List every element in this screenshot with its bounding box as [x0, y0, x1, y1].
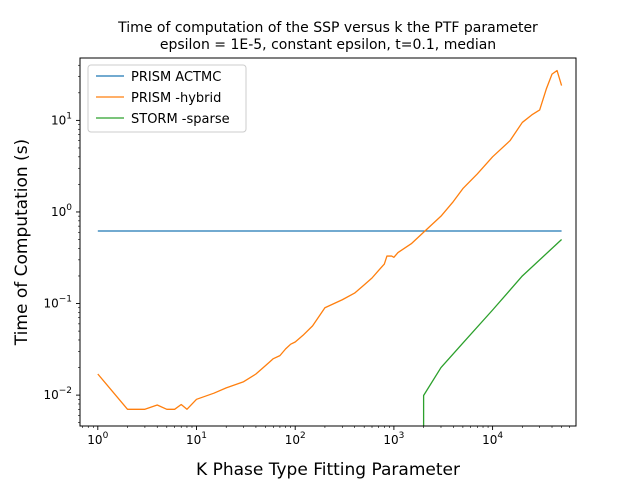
- x-tick-label: 104: [482, 431, 503, 447]
- series-line-2: [422, 239, 563, 426]
- y-tick-label: 10−1: [43, 295, 72, 311]
- x-axis-label: K Phase Type Fitting Parameter: [196, 460, 460, 480]
- y-tick-label: 100: [51, 203, 72, 219]
- legend-label-2: STORM -sparse: [131, 112, 230, 127]
- series-layer: [97, 69, 563, 426]
- x-tick-label: 103: [383, 431, 404, 447]
- ticks-layer: 100 101 102 103 104 10−2 10−1 100 101: [43, 64, 570, 447]
- legend-label-1: PRISM -hybrid: [131, 91, 221, 106]
- legend: PRISM ACTMC PRISM -hybrid STORM -sparse: [87, 64, 247, 133]
- legend-label-0: PRISM ACTMC: [131, 70, 221, 85]
- x-tick-label: 101: [186, 431, 207, 447]
- chart-subtitle: epsilon = 1E-5, constant epsilon, t=0.1,…: [160, 37, 496, 53]
- chart-title: Time of computation of the SSP versus k …: [117, 20, 538, 36]
- x-tick-label: 100: [87, 431, 108, 447]
- y-tick-label: 10−2: [43, 386, 72, 402]
- y-tick-label: 101: [51, 111, 72, 127]
- series-line-1: [97, 69, 563, 410]
- y-axis-label: Time of Computation (s): [12, 139, 32, 346]
- x-tick-label: 102: [285, 431, 306, 447]
- legend-box: [87, 64, 247, 133]
- plot-frame: [79, 57, 577, 427]
- legend-items: PRISM ACTMC PRISM -hybrid STORM -sparse: [96, 70, 230, 127]
